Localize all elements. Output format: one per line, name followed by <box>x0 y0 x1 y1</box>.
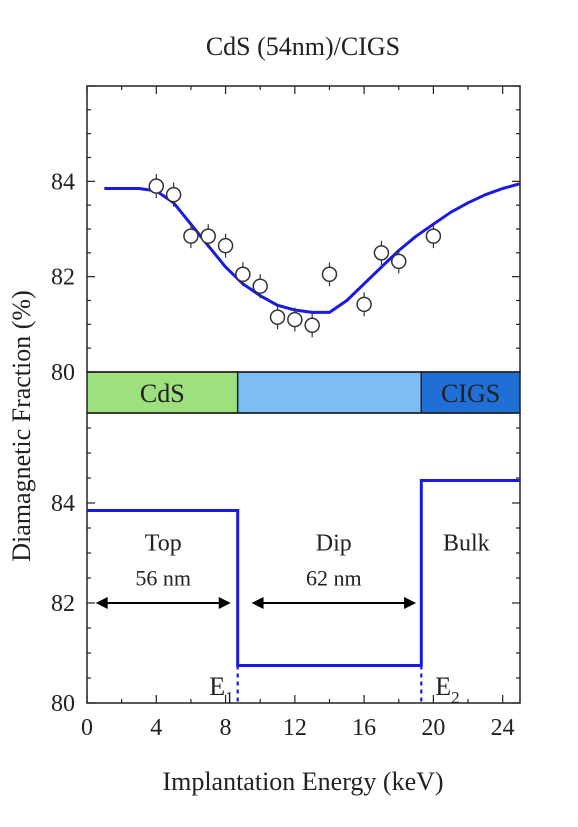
data-point <box>356 296 372 313</box>
fit-line <box>104 182 521 314</box>
data-point <box>148 178 165 194</box>
layer-band-3 <box>420 371 521 414</box>
data-point <box>217 237 234 254</box>
x-tick-label: 12 <box>283 715 307 741</box>
region-name-3: Bulk <box>443 531 490 557</box>
bottom-y-tick-label: 80 <box>51 691 75 717</box>
x-tick-label: 16 <box>352 715 376 741</box>
top-y-tick-label: 80 <box>51 360 75 386</box>
bottom-y-tick-label: 84 <box>51 491 75 517</box>
data-point <box>287 311 303 328</box>
data-point <box>252 278 268 294</box>
layer-band-1 <box>86 371 239 414</box>
x-tick-label: 0 <box>81 715 93 741</box>
x-axis-label: Implantation Energy (keV) <box>162 767 443 796</box>
data-point <box>321 266 338 283</box>
arrowhead <box>404 597 417 609</box>
bottom-panel: 80 82 84 0 4 8 12 16 20 24 E1 E2 Top 56 nm Dip 62 nm Bul… <box>51 412 521 741</box>
arrowhead <box>95 597 108 609</box>
data-point <box>304 317 320 334</box>
layer-label-3: CIGS <box>441 379 500 408</box>
data-point <box>200 228 216 244</box>
top-y-tick-label: 84 <box>51 169 75 195</box>
y-axis-label: Diamagnetic Fraction (%) <box>7 290 36 561</box>
energy-marker-1: E1 <box>209 672 233 707</box>
top-y-tick-label: 82 <box>51 265 75 291</box>
data-point <box>235 266 251 283</box>
layer-label-1: CdS <box>140 379 185 408</box>
region-size-1: 56 nm <box>135 566 191 591</box>
energy-marker-2: E2 <box>435 672 459 707</box>
data-point <box>183 228 199 244</box>
arrowhead <box>218 597 231 609</box>
data-point <box>269 309 286 325</box>
bottom-plot-frame <box>86 412 521 704</box>
top-panel: CdS CIGS 80 82 84 <box>51 85 521 414</box>
x-tick-label: 4 <box>150 715 162 741</box>
data-point <box>425 228 442 244</box>
arrowhead <box>251 597 264 609</box>
region-size-2: 62 nm <box>306 566 362 591</box>
chart-title: CdS (54nm)/CIGS <box>206 32 400 61</box>
region-name-2: Dip <box>316 531 352 557</box>
step-line <box>87 479 520 667</box>
data-point <box>165 186 182 203</box>
bottom-y-tick-label: 82 <box>51 591 75 617</box>
x-tick-label: 8 <box>220 715 232 741</box>
top-plot-frame <box>86 85 521 373</box>
x-tick-label: 24 <box>491 715 515 741</box>
layer-band-2 <box>236 371 423 414</box>
data-point <box>391 253 407 270</box>
x-tick-label: 20 <box>421 715 445 741</box>
data-point <box>373 245 390 261</box>
region-name-1: Top <box>145 531 182 557</box>
